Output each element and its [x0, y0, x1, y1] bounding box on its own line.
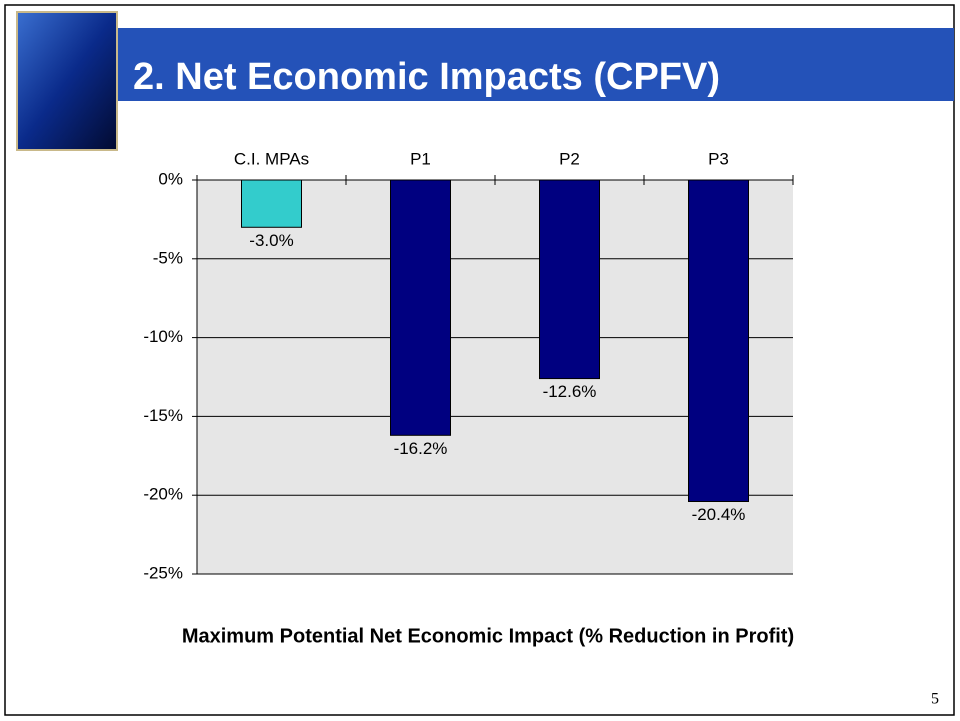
x-tick-label: P3 — [708, 149, 729, 168]
x-tick-label: C.I. MPAs — [234, 149, 309, 168]
data-label: -3.0% — [249, 231, 293, 250]
data-label: -12.6% — [543, 382, 597, 401]
bar — [242, 180, 302, 227]
bar — [540, 180, 600, 379]
y-tick-label: -5% — [153, 248, 183, 267]
page-number: 5 — [931, 691, 939, 708]
x-axis-title: Maximum Potential Net Economic Impact (%… — [182, 625, 794, 647]
slide-title: 2. Net Economic Impacts (CPFV) — [133, 56, 720, 98]
x-tick-label: P2 — [559, 149, 580, 168]
y-tick-label: -20% — [143, 485, 183, 504]
data-label: -16.2% — [394, 439, 448, 458]
thumbnail-image — [17, 12, 117, 150]
x-tick-label: P1 — [410, 149, 431, 168]
bar — [689, 180, 749, 502]
y-tick-label: -15% — [143, 406, 183, 425]
slide: 2. Net Economic Impacts (CPFV) Maximum P… — [0, 0, 960, 721]
y-tick-label: -10% — [143, 327, 183, 346]
y-tick-label: -25% — [143, 563, 183, 582]
bar — [391, 180, 451, 435]
y-tick-label: 0% — [158, 169, 183, 188]
data-label: -20.4% — [692, 505, 746, 524]
